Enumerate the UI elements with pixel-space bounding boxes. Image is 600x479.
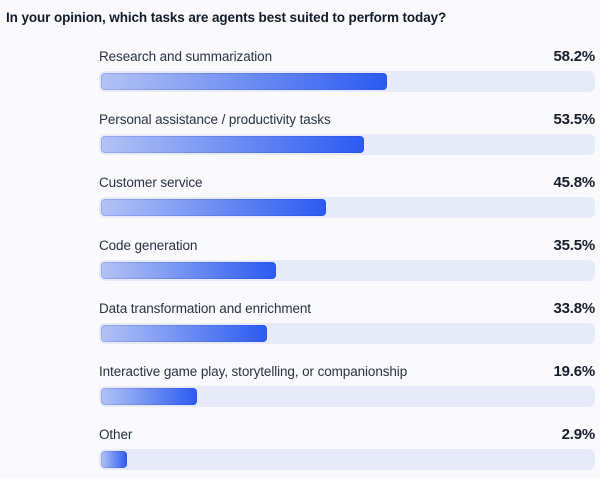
bar-fill [101,325,268,342]
bar-row-head: Personal assistance / productivity tasks… [99,111,595,129]
bar-row: Other 2.9% [99,426,595,470]
bar-rows: Research and summarization 58.2% Persona… [99,48,595,470]
bar-track [99,260,595,281]
bar-row: Data transformation and enrichment 33.8% [99,300,595,344]
bar-value: 58.2% [553,48,595,65]
bar-row-head: Customer service 45.8% [99,174,595,192]
bar-fill [101,262,276,279]
bar-value: 19.6% [553,363,595,380]
bar-row: Personal assistance / productivity tasks… [99,111,595,155]
bar-row-head: Research and summarization 58.2% [99,48,595,66]
bar-value: 33.8% [553,300,595,317]
bar-value: 35.5% [553,237,595,254]
bar-label: Interactive game play, storytelling, or … [99,364,408,379]
bar-row-head: Data transformation and enrichment 33.8% [99,300,595,318]
bar-row: Code generation 35.5% [99,237,595,281]
bar-fill [101,136,365,153]
page-title: In your opinion, which tasks are agents … [6,10,447,25]
bar-row: Research and summarization 58.2% [99,48,595,92]
bar-label: Customer service [99,175,203,190]
bar-track [99,449,595,470]
bar-fill [101,199,327,216]
bar-label: Other [99,427,133,442]
bar-label: Personal assistance / productivity tasks [99,112,331,127]
bar-track [99,197,595,218]
bar-row-head: Code generation 35.5% [99,237,595,255]
bar-value: 2.9% [561,426,596,443]
bar-label: Data transformation and enrichment [99,301,311,316]
bar-track [99,134,595,155]
bar-label: Research and summarization [99,49,272,64]
bar-value: 45.8% [553,174,595,191]
bar-row-head: Interactive game play, storytelling, or … [99,363,595,381]
bar-label: Code generation [99,238,198,253]
bar-row-head: Other 2.9% [99,426,595,444]
bar-track [99,386,595,407]
bar-value: 53.5% [553,111,595,128]
bar-track [99,71,595,92]
bar-fill [101,451,127,468]
bar-fill [101,73,388,90]
bar-row: Customer service 45.8% [99,174,595,218]
bar-track [99,323,595,344]
bar-fill [101,388,198,405]
bar-row: Interactive game play, storytelling, or … [99,363,595,407]
